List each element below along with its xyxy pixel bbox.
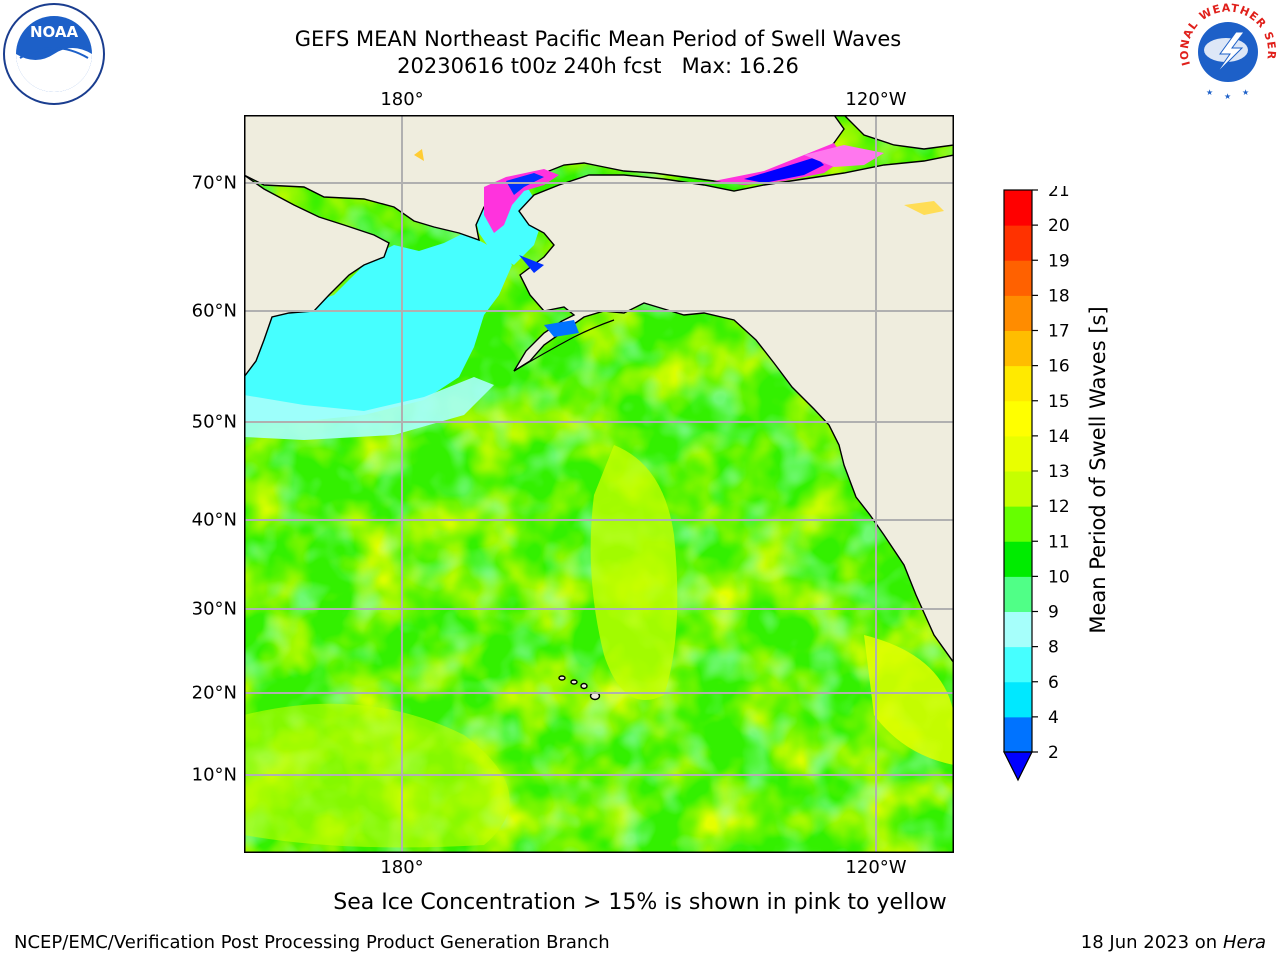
colorbar-tick-label: 16 (1048, 357, 1070, 377)
colorbar-segment (1004, 681, 1032, 718)
colorbar-segment (1004, 260, 1032, 296)
noaa-logo: NOAA (3, 3, 105, 105)
lon-label-bottom-180: 180° (380, 857, 424, 878)
ice-yellow-1 (414, 149, 424, 161)
land-arctic-island (843, 115, 954, 150)
svg-text:★: ★ (1206, 88, 1213, 97)
map-svg (244, 115, 954, 853)
lat-label-10n: 10°N (191, 764, 237, 786)
lon-label-top-180: 180° (380, 89, 424, 110)
bering-light-cyan-region (244, 377, 494, 440)
colorbar-tick-label: 9 (1048, 603, 1059, 623)
colorbar-tick-label: 17 (1048, 322, 1070, 342)
colorbar-segment (1004, 471, 1032, 507)
colorbar-tick-label: 6 (1048, 673, 1059, 693)
colorbar-segment (1004, 435, 1032, 472)
colorbar-segment (1004, 225, 1032, 261)
ice-beaufort-light (804, 145, 884, 167)
lat-label-70n: 70°N (191, 172, 237, 194)
yellow-region-central (590, 445, 678, 700)
colorbar-tick-label: 19 (1048, 251, 1070, 271)
ice-chukchi (484, 169, 559, 233)
date-stamp: 18 Jun 2023 on Hera (1081, 932, 1266, 953)
colorbar-tick-label: 4 (1048, 708, 1059, 728)
land-kamchatka (244, 174, 390, 379)
lat-label-20n: 20°N (191, 682, 237, 704)
colorbar-title: Mean Period of Swell Waves [s] (1086, 306, 1110, 634)
colorbar-segment (1004, 190, 1032, 226)
ice-bristol (544, 320, 579, 337)
lon-label-top-120w: 120°W (845, 89, 907, 110)
credit-text: NCEP/EMC/Verification Post Processing Pr… (14, 932, 610, 953)
graticule (244, 115, 954, 853)
colorbar-segment (1004, 295, 1032, 331)
ice-beaufort-blue (744, 157, 824, 183)
sea-ice-overlays (414, 143, 944, 337)
colorbar-tick-label: 8 (1048, 638, 1059, 658)
colorbar-tick-label: 14 (1048, 427, 1070, 447)
nws-logo: NATIONAL WEATHER SERVICE ★ ★ ★ (1176, 2, 1277, 101)
ice-bering-north (519, 255, 544, 273)
colorbar-segment (1004, 646, 1032, 683)
lon-label-bottom-120w: 120°W (845, 857, 907, 878)
colorbar-tick-label: 12 (1048, 497, 1070, 517)
colorbar-under-arrow (1003, 751, 1033, 782)
colorbar-segment (1004, 365, 1032, 402)
date-text: 18 Jun 2023 on (1080, 932, 1218, 953)
colorbar-tick-label: 21 (1048, 186, 1070, 201)
aleutian-chain (513, 319, 615, 372)
map-panel (244, 115, 954, 853)
bering-cyan-region (244, 233, 512, 423)
ice-yellow-2 (904, 201, 944, 215)
colorbar-tick-label: 10 (1048, 567, 1070, 587)
yellow-region-east (864, 635, 954, 765)
svg-text:★: ★ (1242, 88, 1249, 97)
colorbar: 2 4 6 8 9 10 11 12 13 14 15 16 17 18 19 20 21 (1003, 186, 1070, 782)
chart-subtitle: 20230616 t00z 240h fcst Max: 16.26 (397, 54, 799, 78)
colorbar-tick-label: 18 (1048, 286, 1070, 306)
land-masses (244, 115, 954, 665)
colorbar-tick-label: 20 (1048, 216, 1070, 236)
lat-label-30n: 30°N (191, 598, 237, 620)
sea-ice-note: Sea Ice Concentration > 15% is shown in … (333, 890, 947, 915)
colorbar-tick-label: 11 (1048, 532, 1070, 552)
colorbar-segment (1004, 330, 1032, 367)
colorbar-segment (1004, 716, 1032, 753)
colorbar-tick-label: 13 (1048, 462, 1070, 482)
lat-label-40n: 40°N (191, 509, 237, 531)
colorbar-segment (1004, 400, 1032, 437)
map-border (244, 115, 954, 853)
colorbar-tick-label: 2 (1048, 743, 1059, 763)
colorbar-segment (1004, 576, 1032, 612)
colorbar-segment (1004, 506, 1032, 542)
colorbar-tick-label: 15 (1048, 392, 1070, 412)
lat-label-50n: 50°N (191, 411, 237, 433)
svg-text:★: ★ (1224, 92, 1231, 101)
noaa-logo-text: NOAA (30, 23, 79, 41)
colorbar-segment (1004, 611, 1032, 648)
lat-label-60n: 60°N (191, 300, 237, 322)
chart-title: GEFS MEAN Northeast Pacific Mean Period … (294, 27, 902, 51)
machine-name: Hera (1222, 932, 1266, 953)
colorbar-segment (1004, 541, 1032, 577)
